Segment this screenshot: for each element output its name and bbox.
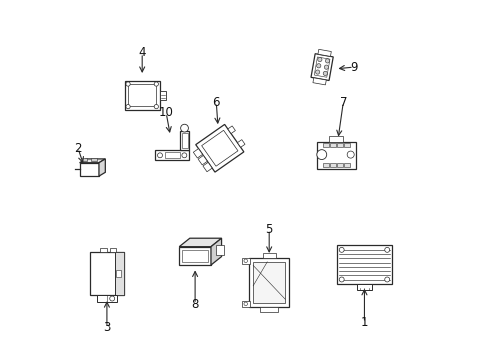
Text: 8: 8 [191,298,199,311]
Bar [248,258,289,307]
Circle shape [244,302,247,306]
Bar [316,141,355,169]
Circle shape [180,124,188,132]
Polygon shape [198,156,207,165]
Bar [179,247,210,265]
Text: 9: 9 [349,60,357,73]
Bar [337,163,342,167]
Circle shape [154,104,158,109]
Bar [323,143,328,147]
Bar [124,81,160,110]
Polygon shape [227,126,235,134]
Polygon shape [317,49,331,57]
Circle shape [339,277,344,282]
Bar [356,284,371,291]
Bar [344,143,349,147]
Text: 10: 10 [159,107,173,120]
Circle shape [316,150,326,159]
Text: 4: 4 [138,46,145,59]
Circle shape [384,247,389,252]
Polygon shape [237,140,244,147]
Bar [336,245,391,284]
Bar [180,131,188,150]
Circle shape [315,70,319,74]
Polygon shape [201,130,238,166]
Bar [182,249,208,262]
Bar [329,143,335,147]
Text: 5: 5 [265,223,272,236]
Circle shape [324,65,328,69]
Polygon shape [80,159,105,163]
Bar [337,143,342,147]
Circle shape [346,151,353,158]
Text: 1: 1 [360,316,367,329]
Bar [90,252,123,294]
Bar [242,258,249,264]
Circle shape [339,247,344,252]
Bar [115,252,123,294]
Bar [100,248,106,252]
Text: 3: 3 [103,321,110,334]
Circle shape [154,82,158,86]
Text: 7: 7 [339,96,346,109]
Polygon shape [179,238,221,247]
Polygon shape [195,125,244,172]
Circle shape [384,277,389,282]
Text: 2: 2 [74,142,81,155]
Polygon shape [312,78,325,85]
Circle shape [325,59,329,63]
Bar [91,158,97,161]
Bar [329,163,335,167]
Bar [155,150,188,160]
Bar [253,262,285,303]
Bar [128,84,156,106]
Polygon shape [210,238,221,265]
Bar [110,248,116,252]
Bar [97,294,117,302]
Polygon shape [193,149,202,158]
Circle shape [316,64,320,68]
Bar [242,301,249,307]
Circle shape [157,153,162,158]
Circle shape [323,71,327,76]
Polygon shape [203,162,212,172]
Bar [181,133,187,148]
Circle shape [109,296,114,301]
Circle shape [182,153,186,158]
Circle shape [126,82,130,86]
Polygon shape [314,57,329,77]
Bar [323,163,328,167]
Bar [344,163,349,167]
Bar [81,158,87,161]
Bar [260,307,278,312]
Bar [116,270,121,277]
Bar [216,245,223,255]
Circle shape [126,104,130,109]
Circle shape [244,259,247,262]
Polygon shape [310,54,332,81]
Bar [263,253,275,258]
Bar [160,91,166,100]
Circle shape [317,58,321,62]
Bar [328,136,343,141]
Text: 6: 6 [212,96,220,109]
Bar [164,152,180,158]
Polygon shape [99,159,105,176]
Bar [80,163,99,176]
